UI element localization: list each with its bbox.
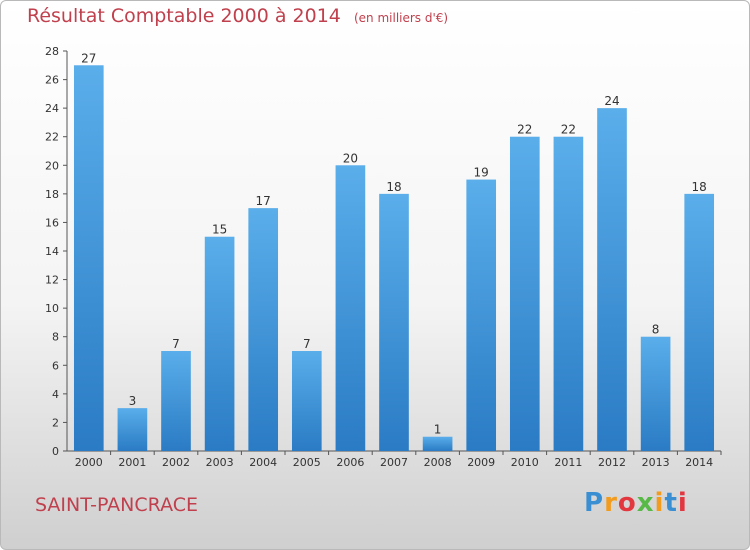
title-block: Résultat Comptable 2000 à 2014 (en milli… bbox=[27, 5, 448, 27]
bar bbox=[509, 136, 540, 451]
bar bbox=[73, 65, 104, 452]
bar bbox=[422, 436, 453, 451]
x-tick-label: 2002 bbox=[162, 456, 190, 469]
x-tick-label: 2011 bbox=[554, 456, 582, 469]
value-labels: 27 3 7 15 17 7 20 18 1 19 22 22 24 8 18 bbox=[81, 51, 707, 436]
y-tick-label: 10 bbox=[45, 302, 59, 315]
data-label: 20 bbox=[343, 151, 358, 165]
proxiti-logo: Proxiti bbox=[584, 488, 688, 518]
chart-subtitle: (en milliers d'€) bbox=[353, 11, 449, 25]
y-tick-label: 18 bbox=[45, 188, 59, 201]
bars bbox=[73, 65, 715, 452]
chart-title: Résultat Comptable 2000 à 2014 bbox=[27, 5, 341, 27]
y-tick-label: 12 bbox=[45, 274, 59, 287]
data-label: 24 bbox=[604, 94, 619, 108]
y-tick-label: 8 bbox=[52, 331, 59, 344]
x-tick-label: 2010 bbox=[511, 456, 539, 469]
bar bbox=[466, 179, 497, 452]
x-tick-label: 2012 bbox=[598, 456, 626, 469]
data-label: 7 bbox=[303, 337, 311, 351]
y-tick-label: 26 bbox=[45, 74, 59, 87]
x-tick-label: 2006 bbox=[336, 456, 364, 469]
bar bbox=[640, 336, 671, 451]
x-tick-label: 2008 bbox=[424, 456, 452, 469]
logo-letter: r bbox=[604, 488, 618, 518]
x-tick-label: 2007 bbox=[380, 456, 408, 469]
y-tick-label: 22 bbox=[45, 131, 59, 144]
data-label: 15 bbox=[212, 223, 227, 237]
data-label: 22 bbox=[561, 123, 576, 137]
bar bbox=[335, 165, 366, 452]
data-label: 19 bbox=[474, 166, 489, 180]
bar bbox=[684, 193, 715, 451]
bar bbox=[597, 108, 627, 452]
bar bbox=[161, 351, 191, 451]
y-tick-label: 0 bbox=[52, 445, 59, 458]
data-label: 18 bbox=[692, 180, 707, 194]
y-tick-label: 6 bbox=[52, 359, 59, 372]
data-label: 7 bbox=[172, 337, 180, 351]
y-tick-label: 28 bbox=[45, 45, 59, 58]
data-label: 8 bbox=[652, 323, 660, 337]
x-tick-label: 2013 bbox=[642, 456, 670, 469]
bar bbox=[379, 193, 409, 451]
logo-letter: x bbox=[636, 488, 655, 518]
y-tick-label: 14 bbox=[45, 245, 59, 258]
y-tick-label: 2 bbox=[52, 416, 59, 429]
x-tick-label: 2005 bbox=[293, 456, 321, 469]
x-tick-label: 2001 bbox=[118, 456, 146, 469]
y-tick-label: 4 bbox=[52, 388, 59, 401]
x-tick-label: 2003 bbox=[206, 456, 234, 469]
bar bbox=[248, 208, 279, 451]
data-label: 18 bbox=[386, 180, 401, 194]
x-tick-label: 2004 bbox=[249, 456, 277, 469]
bar bbox=[204, 236, 235, 451]
x-tick-label: 2009 bbox=[467, 456, 495, 469]
y-tick-label: 16 bbox=[45, 216, 59, 229]
y-tick-label: 20 bbox=[45, 159, 59, 172]
commune-name: SAINT-PANCRACE bbox=[35, 494, 199, 516]
data-label: 3 bbox=[129, 394, 137, 408]
data-label: 27 bbox=[81, 51, 96, 65]
logo-letter: P bbox=[584, 488, 605, 518]
data-label: 17 bbox=[256, 194, 271, 208]
logo-letter: i bbox=[677, 488, 688, 518]
y-tick-label: 24 bbox=[45, 102, 59, 115]
bar bbox=[117, 408, 148, 451]
logo-letter: i bbox=[654, 488, 665, 518]
data-label: 1 bbox=[434, 423, 442, 437]
bar bbox=[291, 351, 322, 451]
bar bbox=[553, 136, 584, 451]
data-label: 22 bbox=[517, 123, 532, 137]
x-tick-label: 2014 bbox=[685, 456, 713, 469]
logo-letter: t bbox=[664, 488, 678, 518]
logo-letter: o bbox=[617, 488, 637, 518]
x-tick-label: 2000 bbox=[75, 456, 103, 469]
